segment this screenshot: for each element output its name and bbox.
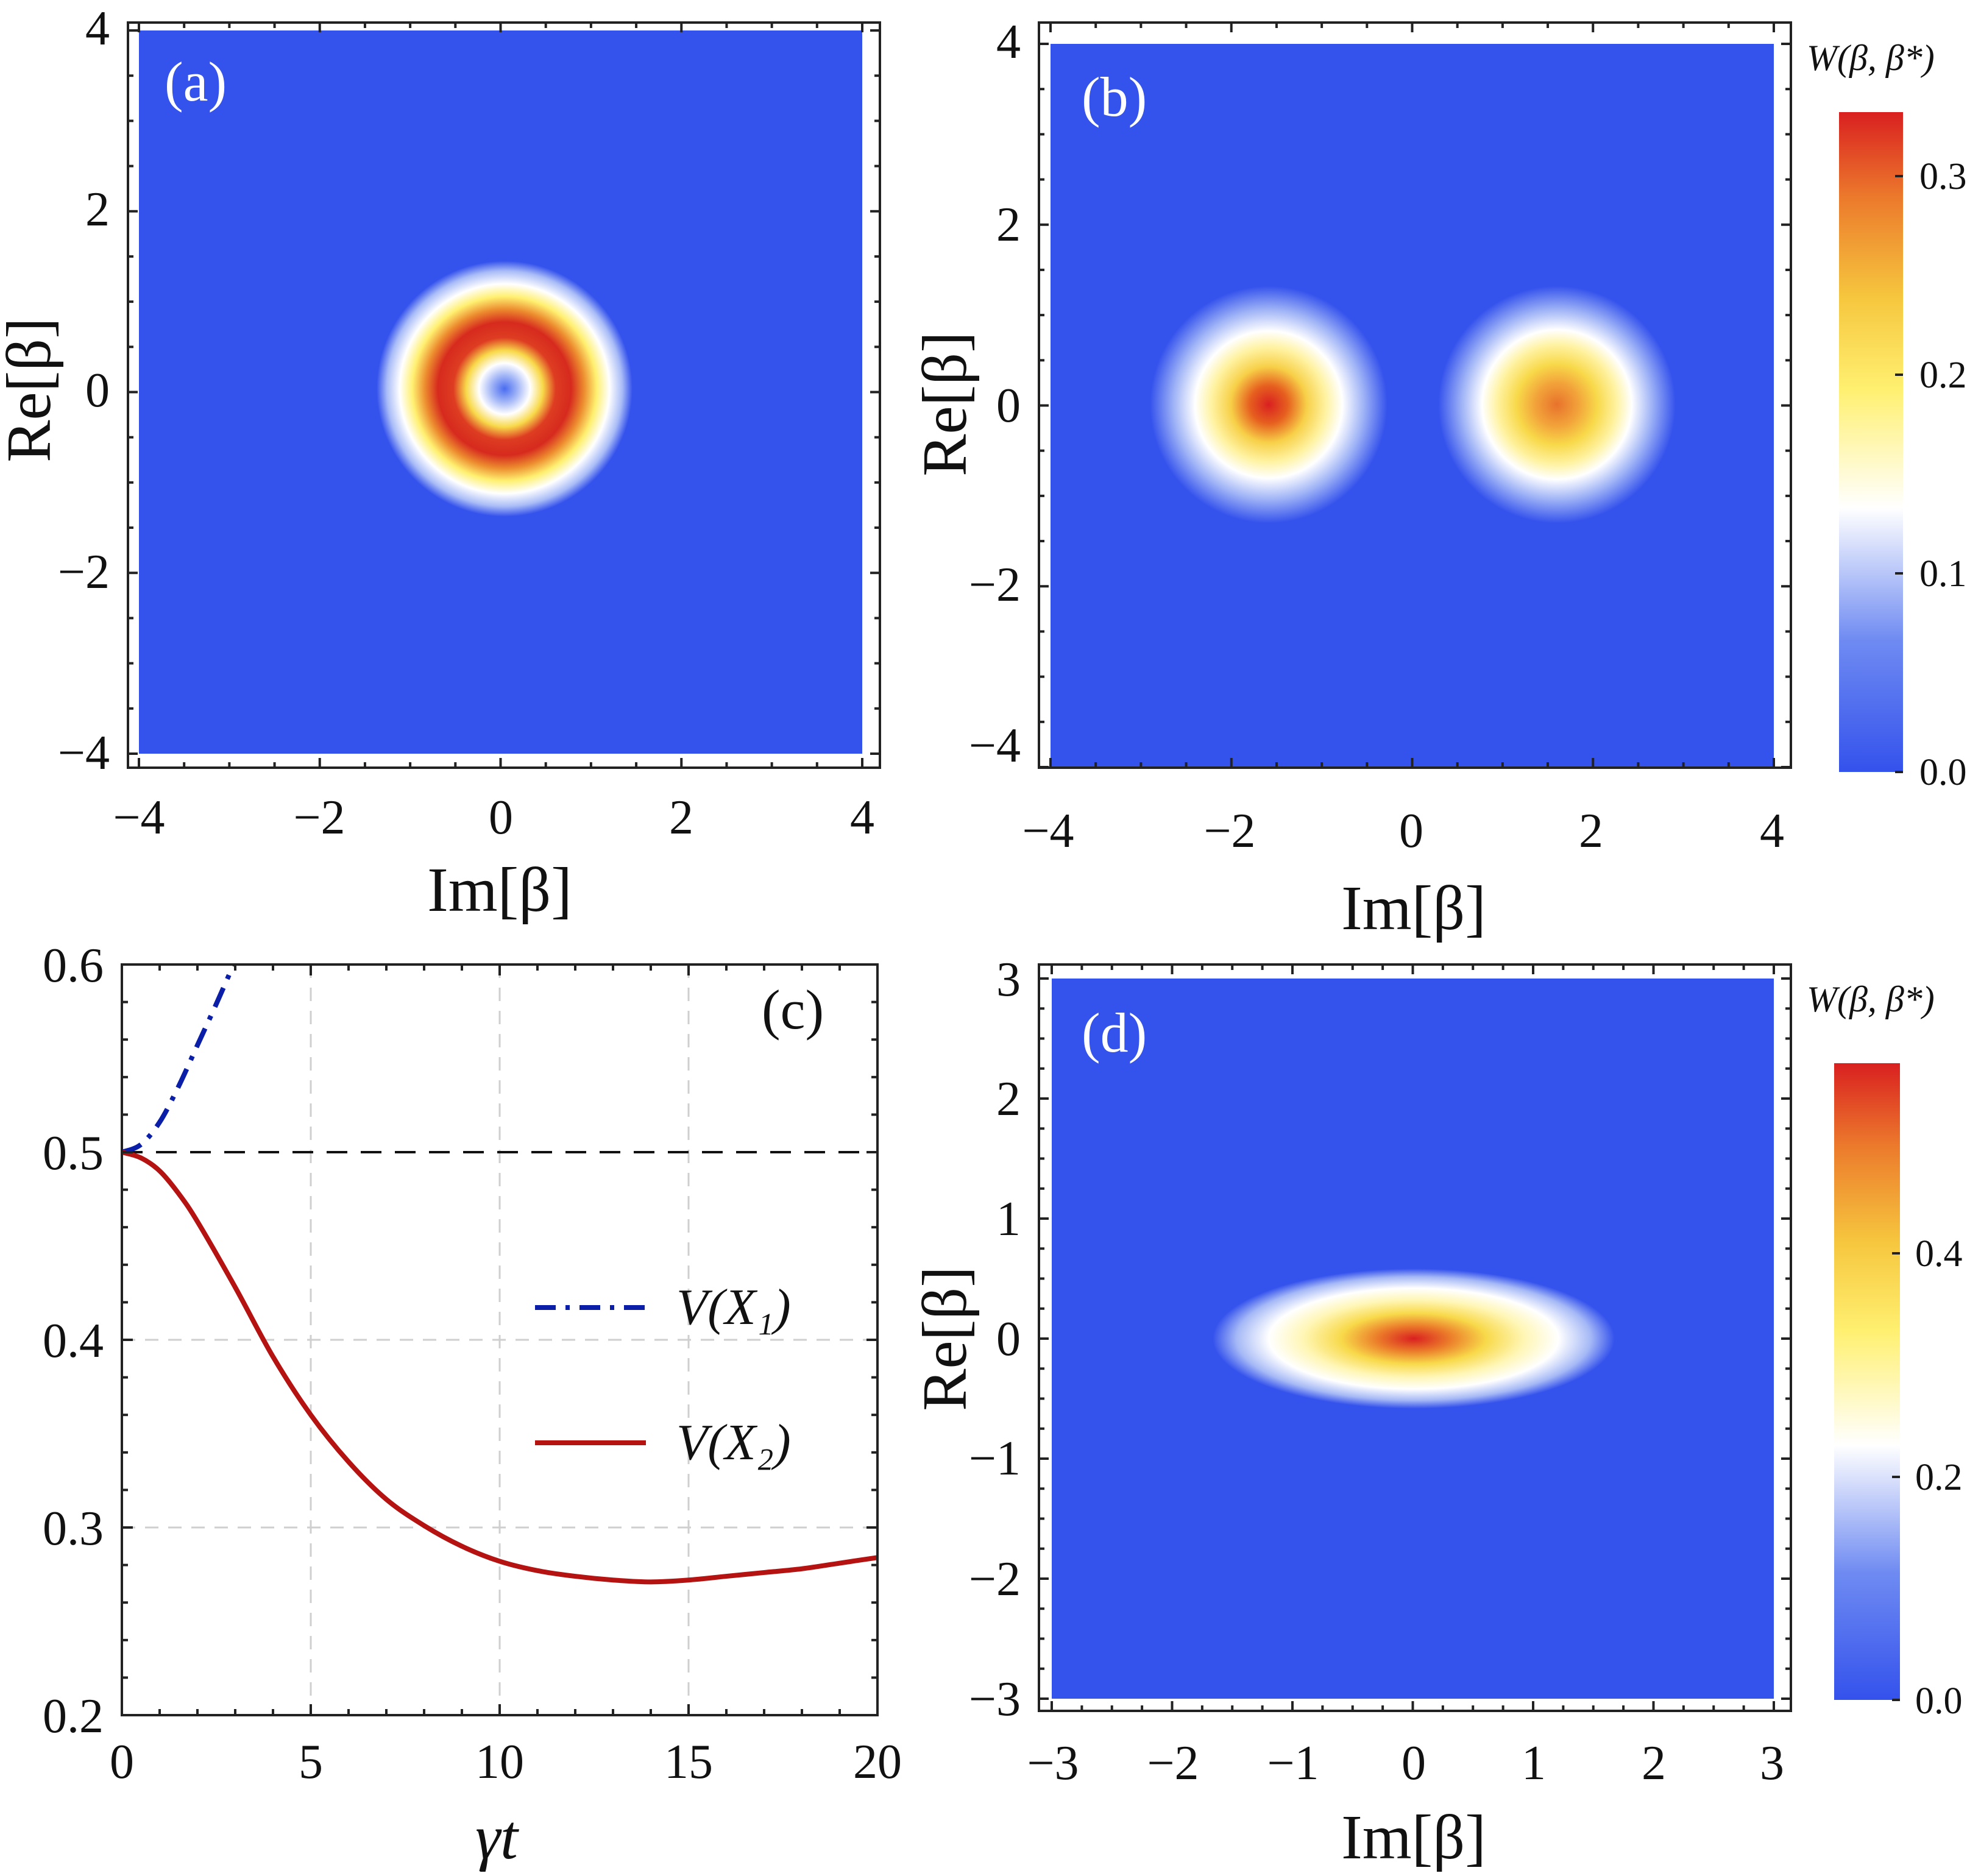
panel-a-y-tick-labels: −4 −2 0 2 4 [58, 2, 110, 780]
panel-d-y-tick-label: −3 [969, 1672, 1021, 1726]
panel-b-y-tick-labels: −4 −2 0 2 4 [969, 15, 1021, 773]
panel-d-colorbar-tick-label: 0.0 [1915, 1680, 1963, 1722]
panel-c-x-tick-label: 5 [299, 1735, 323, 1789]
panel-c-grid [122, 965, 877, 1715]
panel-b-colorbar-tick-label: 0.2 [1919, 355, 1967, 396]
panel-c-x-tick-label: 10 [475, 1735, 524, 1789]
panel-d-colorbar-ticks [1892, 1252, 1900, 1701]
series-line-v-x1 [122, 965, 236, 1155]
panel-d-y-tick-label: −2 [969, 1552, 1021, 1606]
panel-b-y-axis-title: Re[β] [910, 331, 980, 476]
panel-b-colorbar [1839, 112, 1903, 772]
panel-b-colorbar-tick-label: 0.3 [1919, 156, 1967, 197]
panel-d-y-tick-label: 0 [996, 1312, 1021, 1366]
panel-d-y-tick-label: −1 [969, 1432, 1021, 1485]
panel-b-colorbar-ticks [1895, 175, 1903, 773]
panel-d-colorbar [1834, 1063, 1900, 1700]
panel-d-x-axis-title: Im[β] [1341, 1802, 1486, 1872]
panel-b-frame [1038, 21, 1792, 769]
panel-d-y-tick-label: 1 [996, 1192, 1021, 1246]
panel-c-x-tick-label: 20 [853, 1735, 902, 1789]
panel-d-y-axis-title: Re[β] [910, 1266, 980, 1411]
panel-d-colorbar-title: W(β, β*) [1807, 979, 1935, 1019]
panel-a-ring [377, 261, 633, 517]
panel-c-y-tick-label: 0.3 [43, 1502, 104, 1556]
panel-d-x-tick-label: 1 [1522, 1736, 1546, 1790]
panel-b-y-tick-label: 2 [996, 198, 1021, 252]
panel-a-minor-ticks [128, 23, 880, 768]
panel-c-y-tick-label: 0.4 [43, 1314, 104, 1368]
panel-c-y-tick-labels: 0.2 0.3 0.4 0.5 0.6 [43, 939, 104, 1743]
panel-b-colorbar-title: W(β, β*) [1807, 38, 1935, 78]
panel-b-wigner-plot: (b) −4 −2 0 2 4 −4 −2 0 2 4 Im[β] Re[β] … [910, 15, 1967, 943]
panel-c-y-tick-label: 0.5 [43, 1127, 104, 1180]
panel-b-colorbar-tick-labels: 0.0 0.1 0.2 0.3 [1919, 156, 1967, 793]
panel-a-y-axis-title: Re[β] [0, 317, 64, 462]
panel-a-y-tick-label: −4 [58, 726, 110, 780]
panel-a-x-tick-labels: −4 −2 0 2 4 [113, 791, 874, 844]
panel-b-x-tick-label: 0 [1399, 804, 1423, 858]
panel-c-y-tick-label: 0.6 [43, 939, 104, 993]
panel-d-x-tick-label: −2 [1147, 1736, 1199, 1790]
panel-a-x-tick-label: 4 [850, 791, 874, 844]
panel-d-x-tick-label: 0 [1402, 1736, 1426, 1790]
panel-c-ticks [121, 963, 879, 1716]
panel-b-colorbar-tick-label: 0.0 [1919, 752, 1967, 793]
legend-label-v-x2: V(X₂) [676, 1414, 791, 1471]
panel-d-x-tick-labels: −3 −2 −1 0 1 2 3 [1027, 1736, 1784, 1790]
panel-d-x-tick-label: −3 [1027, 1736, 1079, 1790]
panel-a-frame [127, 21, 881, 769]
panel-b-x-tick-label: −4 [1022, 804, 1074, 858]
panel-d-colorbar-tick-label: 0.2 [1915, 1457, 1963, 1498]
panel-d-minor-ticks [1039, 965, 1791, 1711]
panel-b-label: (b) [1082, 66, 1147, 128]
panel-d-colorbar-tick-labels: 0.0 0.2 0.4 [1915, 1233, 1963, 1722]
panel-b-y-tick-label: 4 [996, 15, 1021, 69]
panel-b-x-tick-labels: −4 −2 0 2 4 [1022, 804, 1784, 858]
panel-a-y-tick-label: −2 [58, 545, 110, 599]
panel-c-x-tick-label: 15 [664, 1735, 713, 1789]
panel-a-x-axis-title: Im[β] [427, 855, 572, 925]
panel-b-x-axis-title: Im[β] [1341, 873, 1486, 943]
panel-a-x-tick-label: −2 [293, 791, 345, 844]
panel-b-right-peak [1438, 286, 1676, 523]
panel-b-x-tick-label: −2 [1203, 804, 1255, 858]
panel-a-y-tick-label: 0 [85, 364, 110, 417]
panel-a-x-tick-label: 0 [489, 791, 513, 844]
panel-d-y-tick-label: 3 [996, 953, 1021, 1007]
panel-b-left-peak [1150, 286, 1387, 523]
panel-d-peak [1213, 1269, 1615, 1409]
panel-d-x-tick-label: 2 [1642, 1736, 1666, 1790]
panel-a-x-tick-label: −4 [113, 791, 165, 844]
panel-d-colorbar-tick-label: 0.4 [1915, 1233, 1963, 1275]
panel-d-x-tick-label: 3 [1760, 1736, 1784, 1790]
panel-b-y-tick-label: −2 [969, 558, 1021, 612]
series-line-v-x2 [122, 1150, 877, 1585]
panel-c-y-tick-label: 0.2 [43, 1690, 104, 1743]
panel-c-x-tick-label: 0 [110, 1735, 134, 1789]
panel-a-x-tick-label: 2 [669, 791, 693, 844]
panel-c-legend: V(X₁) V(X₂) [535, 1279, 791, 1471]
panel-a-wigner-plot: (a) −4 −2 0 2 4 −4 −2 0 2 4 Im[β] Re[β] [0, 2, 881, 925]
panel-a-label: (a) [165, 51, 227, 113]
panel-b-y-tick-label: −4 [969, 719, 1021, 773]
panel-d-wigner-plot: (d) −3 −2 −1 0 1 2 3 −3 −2 −1 0 1 2 3 Im… [910, 953, 1963, 1872]
panel-d-y-tick-label: 2 [996, 1072, 1021, 1126]
panel-b-x-tick-label: 2 [1579, 804, 1603, 858]
panel-c-x-tick-labels: 0 5 10 15 20 [110, 1735, 902, 1789]
panel-a-y-tick-label: 4 [85, 2, 110, 55]
panel-d-label: (d) [1082, 1002, 1147, 1064]
panel-d-x-tick-label: −1 [1267, 1736, 1319, 1790]
panel-b-colorbar-tick-label: 0.1 [1919, 553, 1967, 595]
panel-b-minor-ticks [1039, 23, 1791, 768]
legend-label-v-x1: V(X₁) [676, 1279, 791, 1336]
panel-d-y-tick-labels: −3 −2 −1 0 1 2 3 [969, 953, 1021, 1726]
panel-c-variance-plot: (c) V(X₁) V(X₂) 0 5 10 15 20 0.2 0.3 0.4… [43, 939, 902, 1872]
panel-b-x-tick-label: 4 [1760, 804, 1784, 858]
panel-c-x-axis-title: γt [475, 1802, 519, 1872]
panel-b-y-tick-label: 0 [996, 379, 1021, 433]
panel-c-label: (c) [762, 979, 824, 1041]
panel-a-y-tick-label: 2 [85, 183, 110, 236]
